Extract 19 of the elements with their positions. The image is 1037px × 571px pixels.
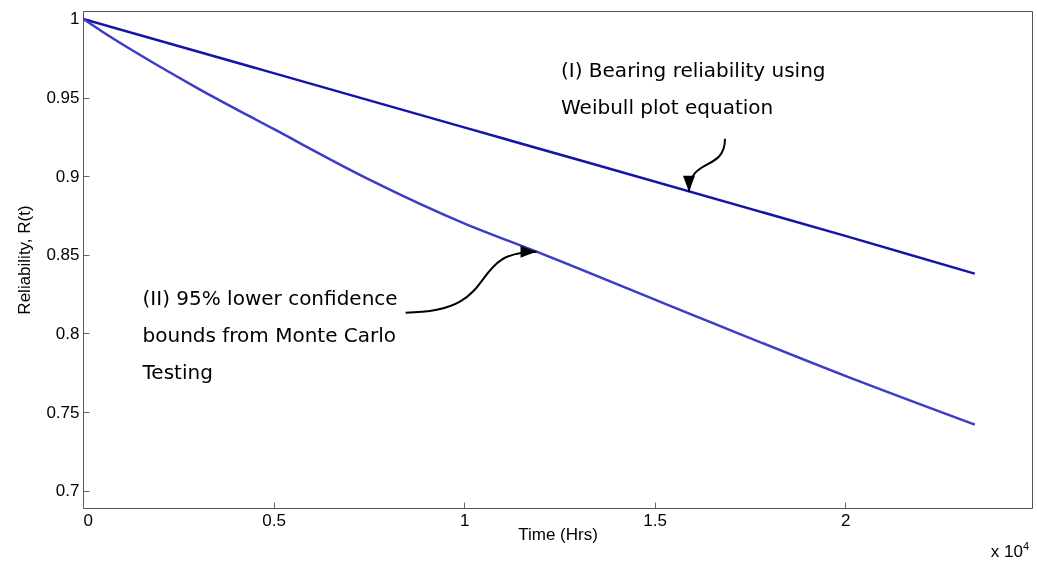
y-tick-label: 0.95 bbox=[46, 88, 80, 107]
annotation: (II) 95% lower confidence bounds from Monte Carlo Testing bbox=[141, 285, 398, 384]
y-tick-label: 0.8 bbox=[55, 323, 80, 343]
x-axis-title: Time (Hrs) bbox=[518, 524, 598, 544]
y-tick-label: 0.7 bbox=[55, 481, 80, 501]
line-series bbox=[83, 17, 977, 275]
y-tick-label: 0.85 bbox=[46, 245, 80, 265]
x-tick-label: 2 bbox=[841, 510, 851, 530]
x-tick-label: 0.5 bbox=[262, 510, 286, 530]
x-tick-label: 1 bbox=[459, 510, 470, 530]
y-tick-label: 0.75 bbox=[46, 402, 80, 422]
x-tick-label: 0 bbox=[83, 510, 93, 530]
annotation: (I) Bearing reliability using Weibull plot equation bbox=[560, 57, 826, 119]
y-tick-label: 1 bbox=[70, 9, 80, 29]
y-tick-label: 0.9 bbox=[55, 166, 80, 186]
x-tick-label: 1.5 bbox=[643, 510, 668, 530]
text: x 10$^{4}$ bbox=[990, 540, 1029, 562]
line-series bbox=[83, 17, 977, 426]
y-axis-title: Reliability, R(t) bbox=[15, 205, 35, 315]
